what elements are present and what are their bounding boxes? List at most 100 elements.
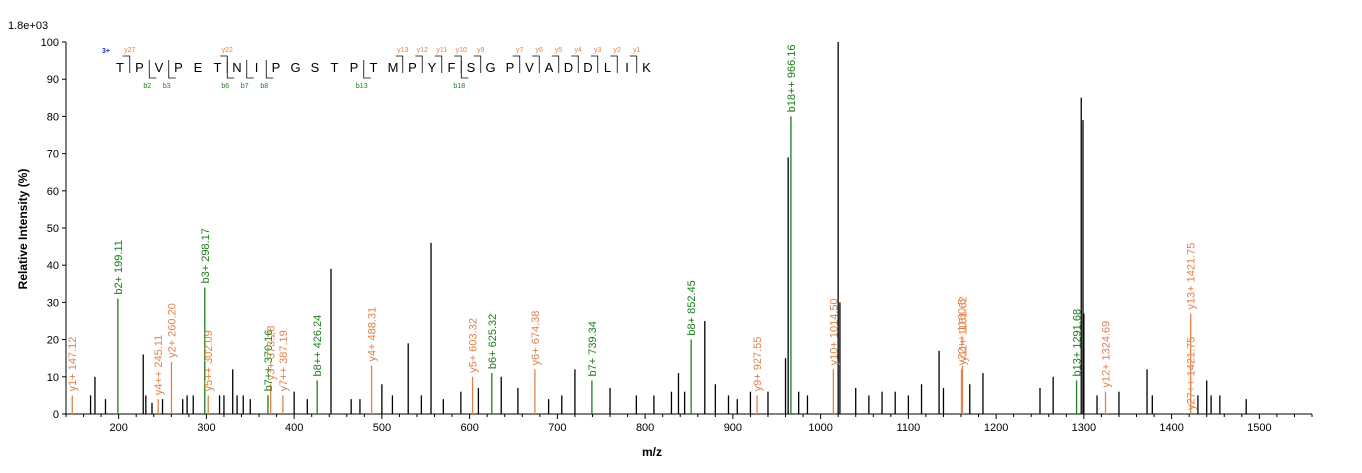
y-ion-label: y27 xyxy=(124,47,135,54)
residue: T xyxy=(214,60,222,75)
x-tick-label: 800 xyxy=(636,422,654,434)
b-ion-label: b2 xyxy=(143,83,151,90)
residue: K xyxy=(642,60,651,75)
residue: P xyxy=(350,60,359,75)
residue: T xyxy=(370,60,378,75)
y-tick-label: 50 xyxy=(47,223,59,235)
peak-label-y: y4+ 488.31 xyxy=(367,307,379,362)
y-ion-label: y9 xyxy=(477,47,485,54)
peak-label-y: y6+ 674.38 xyxy=(530,311,542,366)
residue: G xyxy=(485,60,495,75)
peak-label-y: y7++ 387.19 xyxy=(278,330,290,391)
peak-label-y: y22++ 1160.5 xyxy=(956,299,968,365)
residue: F xyxy=(448,60,456,75)
y-tick-label: 100 xyxy=(41,37,59,49)
y-ion-bracket xyxy=(415,55,423,73)
x-tick-label: 1000 xyxy=(808,422,832,434)
b-ion-bracket xyxy=(148,60,157,79)
y-ion-bracket xyxy=(473,55,482,73)
residue: E xyxy=(194,60,203,75)
peak-label-b: b7++ 370.16 xyxy=(263,330,275,392)
b-ion-label: b3 xyxy=(163,83,171,90)
peak-label-y: y12+ 1324.69 xyxy=(1101,321,1113,388)
b-ion-bracket xyxy=(168,60,176,79)
x-tick-label: 500 xyxy=(373,422,391,434)
y-ion-label: y5 xyxy=(555,47,563,54)
b-ion-bracket xyxy=(226,60,235,79)
y-ion-bracket xyxy=(532,55,540,73)
y-tick-label: 0 xyxy=(53,409,59,421)
y-ion-label: y7 xyxy=(516,47,524,54)
b-ion-label: b6 xyxy=(221,83,229,90)
residue: N xyxy=(232,60,241,75)
y-ion-label: y10 xyxy=(456,47,467,54)
residue: S xyxy=(311,60,320,75)
residue: P xyxy=(272,60,281,75)
residue: D xyxy=(583,60,592,75)
y-tick-label: 20 xyxy=(47,335,59,347)
residue: V xyxy=(155,60,164,75)
peak-label-y: y3+ 373.28 xyxy=(266,325,278,380)
residue: V xyxy=(525,60,534,75)
residue: I xyxy=(625,60,629,75)
residue: G xyxy=(290,60,300,75)
peak-label-b: b6+ 625.32 xyxy=(487,314,499,369)
x-tick-label: 300 xyxy=(197,422,215,434)
residue: P xyxy=(506,60,515,75)
b-ion-bracket xyxy=(363,60,371,79)
b-ion-bracket xyxy=(265,60,274,79)
residue: P xyxy=(135,60,144,75)
y-tick-label: 30 xyxy=(47,297,59,309)
charge-state: 3+ xyxy=(102,48,110,55)
b-ion-label: b8 xyxy=(260,83,268,90)
y-ion-bracket xyxy=(512,55,521,73)
y-ion-bracket xyxy=(629,55,638,73)
residue: A xyxy=(545,60,554,75)
x-tick-label: 1100 xyxy=(897,422,921,434)
y-ion-bracket xyxy=(434,55,443,73)
peak-label-y: y2+ 260.20 xyxy=(166,303,178,358)
peak-label-b: b13+ 1291.68 xyxy=(1072,309,1084,377)
y-ion-label: y1 xyxy=(633,47,641,54)
b-ion-label: b18 xyxy=(453,83,465,90)
peak-label-b: b7+ 739.34 xyxy=(587,321,599,376)
y-ion-label: y3 xyxy=(594,47,602,54)
residue: D xyxy=(564,60,573,75)
x-axis-title: m/z xyxy=(642,445,662,459)
y-ion-bracket xyxy=(395,55,404,73)
y-ion-label: y13 xyxy=(397,47,408,54)
residue: Y xyxy=(428,60,437,75)
y-ion-bracket xyxy=(571,55,579,73)
peak-label-y: y10+ 1014.50 xyxy=(828,298,840,365)
y-ion-label: y6 xyxy=(536,47,544,54)
peak-label-y: y13+ 1421.75 xyxy=(1186,243,1198,310)
y-axis: 0 10 20 30 40 50 60 70 80 90 100 xyxy=(41,37,67,421)
y-tick-label: 70 xyxy=(47,149,59,161)
x-tick-label: 1500 xyxy=(1247,422,1271,434)
y-ion-label: y22 xyxy=(222,47,233,54)
y-ion-label: y12 xyxy=(417,47,428,54)
x-tick-label: 200 xyxy=(109,422,127,434)
b-ion-label: b13 xyxy=(356,83,368,90)
residue: P xyxy=(174,60,183,75)
b-ion-bracket xyxy=(460,60,469,79)
peak-label-b: b2+ 199.11 xyxy=(113,240,125,295)
x-tick-label: 1200 xyxy=(984,422,1008,434)
x-tick-label: 700 xyxy=(548,422,566,434)
residue: I xyxy=(255,60,259,75)
peak-label-b: b3+ 298.17 xyxy=(200,228,212,283)
residue: T xyxy=(331,60,339,75)
b-ion-label: b7 xyxy=(241,83,249,90)
residue: S xyxy=(467,60,476,75)
residue: L xyxy=(604,60,611,75)
y-ion-bracket xyxy=(122,55,131,73)
peak-label-y: y1+ 147.12 xyxy=(67,337,79,392)
intensity-scale-label: 1.8e+03 xyxy=(8,20,48,32)
peak-label-y: y27++ 1421.75 xyxy=(1185,337,1197,410)
peak-label-y: y5++ 302.09 xyxy=(203,330,215,391)
residue: P xyxy=(408,60,417,75)
peak-label-b: b18++ 966.16 xyxy=(786,44,798,112)
peaks-layer xyxy=(71,42,1247,414)
